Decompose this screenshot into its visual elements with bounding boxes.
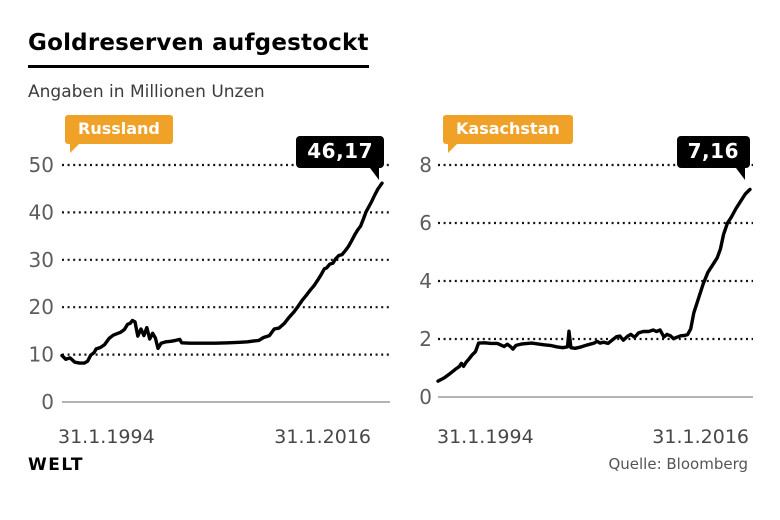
country-tag-kasachstan: Kasachstan [443,115,573,153]
series-line-kasachstan [436,187,752,383]
country-tag-label: Kasachstan [456,119,560,138]
y-tick-label: 50 [29,153,54,177]
y-tick-label: 30 [29,248,54,272]
end-value-label: 7,16 [687,139,739,163]
x-axis-label-start-russland: 31.1.1994 [58,426,155,448]
x-axis-label-end-kasachstan: 31.1.2016 [652,426,749,448]
y-tick-label: 20 [29,295,54,319]
x-axis-label-start-kasachstan: 31.1.1994 [437,426,534,448]
chart-kasachstan: 0 2 4 6 8 [419,153,753,409]
y-tick-label: 10 [29,343,54,367]
series-line-russland [60,181,384,365]
y-tick-label: 40 [29,200,54,224]
country-tag-russland: Russland [65,115,173,153]
y-tick-label: 2 [419,327,432,351]
end-value-flag-russland: 46,17 [296,136,384,180]
page-title: Goldreserven aufgestockt [28,30,369,68]
chart-russland: 0 10 20 30 40 50 [29,153,390,414]
welt-logo: WELT [28,455,84,475]
source-credit: Quelle: Bloomberg [608,455,748,473]
y-tick-label: 0 [41,390,54,414]
end-value-flag-kasachstan: 7,16 [676,136,750,180]
subtitle: Angaben in Millionen Unzen [28,82,265,102]
end-value-label: 46,17 [307,139,373,163]
y-tick-label: 0 [419,385,432,409]
y-tick-label: 8 [419,153,432,177]
country-tag-label: Russland [78,119,160,138]
x-axis-label-end-russland: 31.1.2016 [274,426,371,448]
y-tick-label: 6 [419,211,432,235]
y-tick-label: 4 [419,269,432,293]
